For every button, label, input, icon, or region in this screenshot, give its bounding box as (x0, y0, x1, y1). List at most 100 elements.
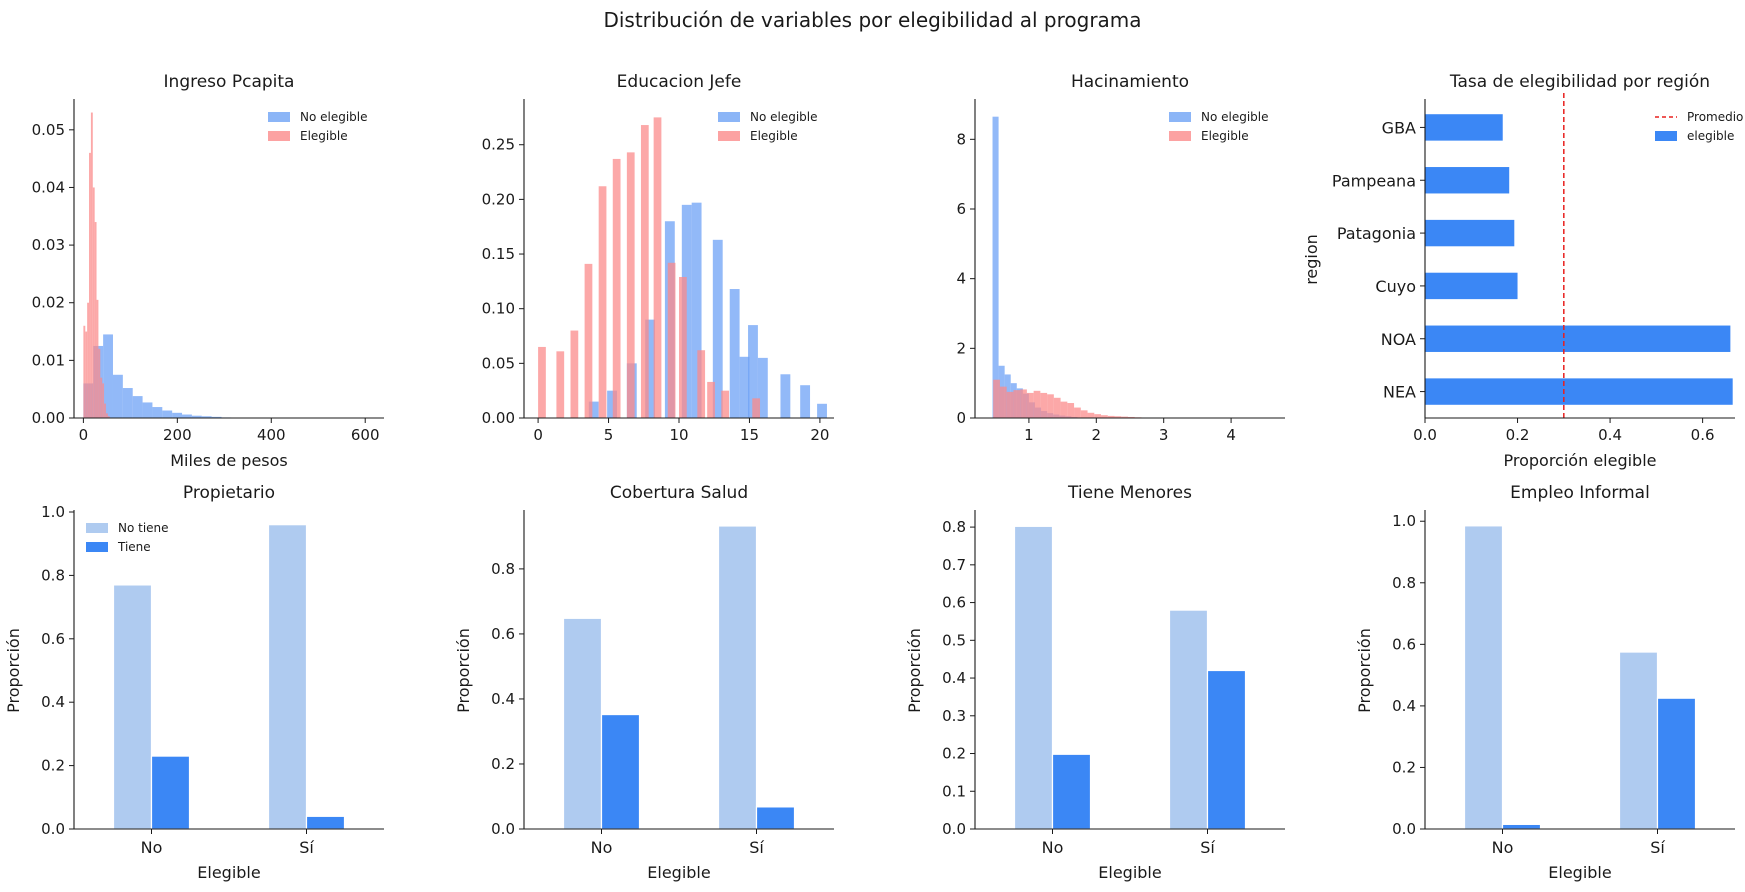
hist-bar (83, 325, 86, 418)
y-tick-label: 4 (956, 270, 966, 288)
y-tick-label: 0.05 (482, 354, 515, 372)
hist-bar (570, 330, 579, 418)
subplot-title: Educacion Jefe (617, 72, 742, 92)
y-tick-label: 1.0 (41, 503, 65, 521)
hist-bar (122, 388, 133, 418)
x-axis-label: Proporción elegible (1504, 451, 1657, 470)
y-tick-label: 0.2 (942, 745, 966, 763)
y-tick-label: 0.25 (482, 136, 515, 154)
legend-label: Promedio (1687, 110, 1743, 124)
region-bar (1425, 114, 1503, 141)
hist-bar (100, 377, 103, 418)
hist-bar (96, 299, 99, 418)
x-tick-label: No (141, 838, 163, 857)
hist-bar (739, 356, 750, 418)
legend-swatch (1169, 112, 1191, 122)
y-tick-label: GBA (1382, 118, 1416, 137)
y-tick-label: 0.4 (491, 690, 515, 708)
x-tick-label: 4 (1226, 426, 1236, 444)
hist-bar (1121, 416, 1128, 418)
hist-bar (1020, 389, 1027, 418)
x-tick-label: No (1042, 838, 1064, 857)
subplot-1: Ingreso Pcapita 0 200 400 600 0.00 0.01 0.02 0.0… (32, 72, 384, 470)
hist-bar (1107, 415, 1115, 418)
subplot-7: Tiene Menores No Sí 0.0 0.1 0.2 0.3 0.4 0.5 0.6 0.… (905, 483, 1285, 882)
hist-bar (667, 262, 676, 418)
y-tick-label: 0.8 (1392, 574, 1416, 592)
figure-title: Distribución de variables por elegibilid… (603, 8, 1142, 32)
bar-tiene (600, 713, 641, 830)
region-bar (1425, 325, 1731, 352)
hist-bar (1026, 392, 1034, 418)
hist-bar (1060, 401, 1068, 418)
y-tick-label: 0.8 (942, 518, 966, 536)
legend-label: No tiene (118, 521, 169, 535)
y-axis-label: Proporción (1355, 628, 1374, 713)
legend-swatch (86, 523, 108, 533)
legend-swatch (268, 131, 290, 141)
hist-bar (98, 348, 101, 418)
hist-bar (691, 202, 702, 418)
bar-no-tiene (717, 525, 758, 830)
bar-no-tiene (562, 617, 603, 830)
y-axis-label: Proporción (454, 628, 473, 713)
x-tick-label: 600 (351, 426, 380, 444)
y-tick-label: 0.01 (32, 351, 65, 369)
x-tick-label: 0.2 (1506, 426, 1530, 444)
subplot-title: Cobertura Salud (610, 483, 748, 503)
hist-bar (1094, 414, 1102, 418)
bar-tiene (1656, 697, 1697, 830)
hist-bar (584, 263, 593, 418)
bar-tiene (1051, 753, 1092, 830)
bar-tiene (305, 815, 346, 830)
x-tick-label: 0.4 (1598, 426, 1622, 444)
hist-bar (780, 374, 791, 418)
legend-swatch (86, 542, 108, 552)
subplot-6: Cobertura Salud No Sí 0.0 0.2 0.4 0.6 0.8 Elegib… (454, 483, 834, 882)
hist-bar (1033, 390, 1041, 418)
bar-no-tiene (1463, 525, 1504, 830)
x-tick-label: Sí (749, 838, 764, 857)
legend-label: No elegible (300, 110, 368, 124)
y-tick-label: 0.05 (32, 121, 65, 139)
x-axis-label: Elegible (647, 863, 710, 882)
region-bar (1425, 378, 1733, 405)
y-tick-label: Cuyo (1375, 277, 1416, 296)
hist-bar (800, 385, 811, 418)
hist-bar (107, 416, 110, 418)
hist-bar (152, 407, 163, 418)
y-tick-label: Pampeana (1332, 171, 1416, 190)
hist-bar (729, 289, 740, 418)
subplot-2: Educacion Jefe 0 5 10 15 20 0.00 0.05 0.10 0.15 0.… (482, 72, 834, 444)
legend-label: No elegible (750, 110, 818, 124)
legend-swatch (718, 131, 740, 141)
y-tick-label: 0.4 (942, 669, 966, 687)
x-tick-label: 0.0 (1413, 426, 1437, 444)
y-tick-label: 0.3 (942, 707, 966, 725)
x-tick-label: 20 (810, 426, 829, 444)
hist-bar (104, 403, 106, 418)
hist-bar (556, 351, 565, 418)
hist-bar (757, 357, 768, 418)
x-tick-label: 15 (740, 426, 759, 444)
y-tick-label: 0.5 (942, 631, 966, 649)
bar-no-tiene (1618, 651, 1659, 830)
subplot-title: Ingreso Pcapita (164, 72, 295, 92)
y-tick-label: 0.02 (32, 294, 65, 312)
legend-swatch (718, 112, 740, 122)
hist-bar (992, 116, 999, 418)
subplot-5: Propietario No Sí 0.0 0.2 0.4 0.6 0.8 1.0 Elegibl… (4, 483, 384, 882)
hist-bar (142, 402, 153, 418)
y-tick-label: 0.4 (41, 693, 65, 711)
hist-bar (697, 350, 706, 418)
hist-bar (993, 379, 1000, 418)
bar-tiene (1501, 823, 1542, 830)
bar-tiene (150, 755, 191, 830)
subplot-3: Hacinamiento 1 2 3 4 0 2 4 6 8 No elegible Elegible (956, 72, 1285, 444)
y-tick-label: 0.6 (1392, 635, 1416, 653)
hist-bar (588, 401, 599, 418)
hist-bar (712, 239, 723, 418)
hist-bar (999, 386, 1007, 418)
hist-bar (626, 152, 635, 418)
y-tick-label: 0.0 (41, 820, 65, 838)
